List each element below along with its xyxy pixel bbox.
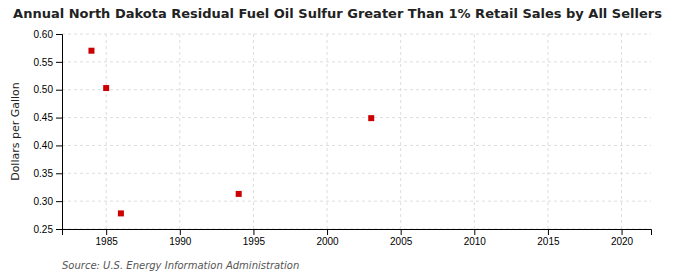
plot-area: 1985 1990 1995 2000 2005 2010 2015 2020 0.25 0.30… xyxy=(34,29,652,247)
x-tick-label: 1990 xyxy=(169,236,192,247)
grid-line xyxy=(62,145,651,146)
x-tick-mark xyxy=(180,229,181,235)
x-tick-mark xyxy=(401,229,402,235)
y-tick-label: 0.30 xyxy=(34,196,54,207)
y-tick-mark xyxy=(56,229,62,230)
grid-line xyxy=(62,61,651,62)
x-axis-line xyxy=(63,230,652,236)
point xyxy=(88,48,94,54)
grid-line xyxy=(474,34,475,229)
title: Annual North Dakota Residual Fuel Oil Su… xyxy=(13,6,662,21)
y-tick: 0.25 xyxy=(34,224,62,235)
y-axis-line xyxy=(56,35,63,230)
grid xyxy=(62,34,651,229)
grid-line xyxy=(62,117,651,118)
y-tick-label: 0.45 xyxy=(34,112,54,123)
x-tick: 1985 xyxy=(96,229,119,247)
x-tick-mark xyxy=(474,229,475,235)
y-tick: 0.55 xyxy=(34,57,62,68)
x-tick: 2000 xyxy=(316,229,339,247)
point xyxy=(368,115,374,121)
y-tick-mark xyxy=(56,118,62,119)
x-axis: 1985 1990 1995 2000 2005 2010 2015 2020 xyxy=(63,229,652,247)
point xyxy=(236,191,242,197)
x-tick-mark xyxy=(622,229,623,235)
x-tick-mark xyxy=(253,229,254,235)
x-tick-label: 2010 xyxy=(464,236,487,247)
grid-line xyxy=(62,201,651,202)
grid-line xyxy=(253,34,254,229)
y-tick: 0.30 xyxy=(34,196,62,207)
grid-line xyxy=(62,34,651,35)
y-tick-mark xyxy=(56,145,62,146)
y-tick-label: 0.40 xyxy=(34,140,54,151)
point xyxy=(118,210,124,216)
y-tick: 0.35 xyxy=(34,168,62,179)
x-tick: 2005 xyxy=(390,229,413,247)
y-tick-label: 0.50 xyxy=(34,84,54,95)
y-tick-mark xyxy=(56,90,62,91)
grid-line xyxy=(62,89,651,90)
x-tick-mark xyxy=(106,229,107,235)
grid-line xyxy=(179,34,180,229)
grid-line xyxy=(621,34,622,229)
grid-line xyxy=(62,173,651,174)
x-tick-mark xyxy=(548,229,549,235)
y-tick-mark xyxy=(56,173,62,174)
x-tick-label: 2005 xyxy=(390,236,413,247)
y-tick-mark xyxy=(56,34,62,35)
x-tick: 2020 xyxy=(611,229,634,247)
x-tick: 2015 xyxy=(537,229,560,247)
grid-line xyxy=(106,34,107,229)
x-tick-label: 2015 xyxy=(537,236,560,247)
y-tick: 0.40 xyxy=(34,140,62,151)
y-tick-label: 0.35 xyxy=(34,168,54,179)
x-tick-label: 2020 xyxy=(611,236,634,247)
chart: Annual North Dakota Residual Fuel Oil Su… xyxy=(0,0,675,275)
grid-line xyxy=(400,34,401,229)
y-tick: 0.50 xyxy=(34,84,62,95)
source: Source: U.S. Energy Information Administ… xyxy=(62,260,299,271)
y-tick-label: 0.55 xyxy=(34,57,54,68)
y-tick: 0.60 xyxy=(34,29,62,40)
x-tick-label: 1985 xyxy=(96,236,119,247)
y-tick-label: 0.25 xyxy=(34,224,54,235)
y-axis-title: Dollars per Gallon xyxy=(9,82,22,181)
y-tick-mark xyxy=(56,201,62,202)
x-tick: 1995 xyxy=(243,229,266,247)
grid-line xyxy=(327,34,328,229)
x-tick: 2010 xyxy=(464,229,487,247)
x-tick-mark xyxy=(327,229,328,235)
x-tick-label: 1995 xyxy=(243,236,266,247)
y-tick: 0.45 xyxy=(34,112,62,123)
y-tick-label: 0.60 xyxy=(34,29,54,40)
grid-line xyxy=(547,34,548,229)
y-tick-mark xyxy=(56,62,62,63)
point xyxy=(103,85,109,91)
y-axis: 0.25 0.30 0.35 0.40 0.45 0.50 0.55 0.60 xyxy=(34,29,63,235)
marks xyxy=(88,48,374,217)
x-tick-label: 2000 xyxy=(316,236,339,247)
x-tick: 1990 xyxy=(169,229,192,247)
